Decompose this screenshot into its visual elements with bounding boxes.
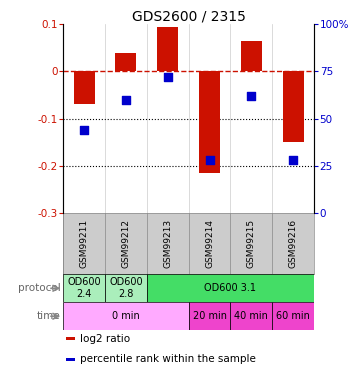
- Text: 40 min: 40 min: [234, 311, 268, 321]
- Bar: [272, 302, 314, 330]
- Text: GSM99214: GSM99214: [205, 219, 214, 268]
- Bar: [241, 41, 262, 72]
- Text: OD600
2.4: OD600 2.4: [67, 278, 101, 299]
- Point: [123, 97, 129, 103]
- Bar: [105, 274, 147, 302]
- Point: [81, 127, 87, 133]
- Bar: [66, 358, 75, 361]
- Text: GSM99212: GSM99212: [121, 219, 130, 268]
- Bar: [199, 72, 220, 173]
- Bar: [157, 27, 178, 72]
- Title: GDS2600 / 2315: GDS2600 / 2315: [132, 9, 245, 23]
- Text: OD600 3.1: OD600 3.1: [204, 283, 256, 293]
- Point: [206, 157, 212, 163]
- Bar: [147, 274, 314, 302]
- Point: [290, 157, 296, 163]
- Bar: [116, 53, 136, 72]
- Text: 20 min: 20 min: [192, 311, 227, 321]
- Text: GSM99215: GSM99215: [247, 219, 256, 268]
- Text: time: time: [37, 311, 61, 321]
- Text: log2 ratio: log2 ratio: [81, 334, 130, 344]
- Bar: [188, 302, 230, 330]
- Point: [248, 93, 254, 99]
- Bar: [63, 274, 105, 302]
- Bar: [230, 302, 272, 330]
- Text: GSM99213: GSM99213: [163, 219, 172, 268]
- Text: GSM99216: GSM99216: [289, 219, 298, 268]
- Bar: [283, 72, 304, 142]
- Text: GSM99211: GSM99211: [79, 219, 88, 268]
- Text: OD600
2.8: OD600 2.8: [109, 278, 143, 299]
- Text: percentile rank within the sample: percentile rank within the sample: [81, 354, 256, 364]
- Bar: [74, 72, 95, 104]
- Text: protocol: protocol: [18, 283, 61, 293]
- Bar: [63, 302, 188, 330]
- Text: 0 min: 0 min: [112, 311, 140, 321]
- Text: 60 min: 60 min: [276, 311, 310, 321]
- Point: [165, 74, 171, 80]
- Bar: [66, 338, 75, 340]
